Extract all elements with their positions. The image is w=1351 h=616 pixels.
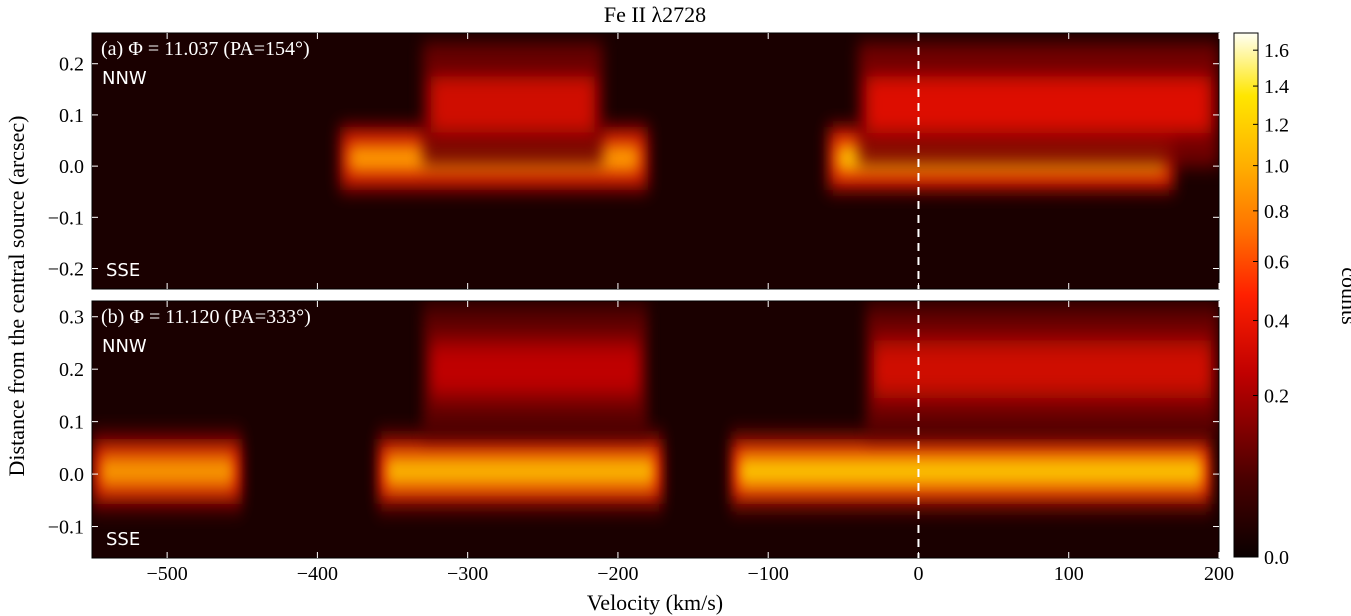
x-tick-label: −300 [447, 563, 488, 585]
y-tick-label: −0.1 [48, 517, 84, 539]
panel-b: −0.1 0.0 0.1 0.2 0.3 (b) Φ = 11.120 (PA=333°)… [48, 300, 1220, 559]
sse-label: SSE [106, 529, 140, 550]
colorbar-tick-label: 0.0 [1264, 547, 1289, 569]
chart-title: Fe II λ2728 [604, 2, 706, 27]
panel-frame [91, 32, 1220, 290]
x-tick-label: −400 [297, 563, 338, 585]
panel-a: −0.2 −0.1 0.0 0.1 0.2 (a) Φ = 11.037 (PA=154°… [48, 32, 1220, 290]
colorbar-tick-label: 1.2 [1264, 114, 1289, 136]
panel-label: (a) Φ = 11.037 (PA=154°) [101, 38, 310, 60]
y-tick-label: 0.2 [59, 54, 84, 76]
x-tick-label: 0 [913, 563, 923, 585]
colorbar-tick-label: 1.6 [1264, 40, 1289, 62]
y-tick-label: 0.3 [59, 307, 84, 329]
y-tick-label: 0.0 [59, 156, 84, 178]
colorbar-tick-label: 0.8 [1264, 201, 1289, 223]
emission-band [738, 456, 1204, 487]
panel-label: (b) Φ = 11.120 (PA=333°) [101, 306, 311, 328]
x-tick-label: −100 [748, 563, 789, 585]
emission-layer [92, 305, 1219, 504]
x-tick-label: −200 [597, 563, 638, 585]
nnw-label: NNW [102, 68, 147, 89]
emission-band [430, 340, 640, 399]
x-tick-labels: −500 −400 −300 −200 −100 0 100 200 [146, 563, 1234, 585]
y-tick-label: 0.1 [59, 105, 84, 127]
y-tick-label: −0.2 [48, 259, 84, 281]
colorbar-tick-label: 0.2 [1264, 386, 1289, 408]
panel-frame [91, 300, 1220, 559]
x-axis-title: Velocity (km/s) [587, 590, 723, 615]
emission-band [430, 76, 595, 133]
colorbar-tick-label: 0.4 [1264, 311, 1289, 333]
x-tick-label: 200 [1204, 563, 1234, 585]
nnw-label: NNW [102, 336, 147, 357]
colorbar-label: counts [1337, 267, 1351, 324]
colorbar-tick-label: 1.4 [1264, 76, 1289, 98]
x-tick-label: 100 [1054, 563, 1084, 585]
y-tick-label: 0.2 [59, 359, 84, 381]
sse-label: SSE [106, 260, 140, 281]
y-axis-title: Distance from the central source (arcsec… [4, 116, 29, 477]
y-tick-label: 0.0 [59, 464, 84, 486]
colorbar-tick-label: 1.0 [1264, 156, 1289, 178]
emission-band [866, 76, 1211, 133]
x-tick-label: −500 [146, 563, 187, 585]
y-tick-label: −0.1 [48, 207, 84, 229]
colorbar-gradient [1233, 32, 1259, 558]
colorbar: 0.0 0.2 0.4 0.6 0.8 1.0 1.2 1.4 1.6 [1233, 32, 1289, 569]
colorbar-tick-label: 0.6 [1264, 251, 1289, 273]
y-tick-label: 0.1 [59, 412, 84, 434]
emission-band [873, 340, 1211, 399]
emission-band [385, 456, 656, 487]
emission-band [100, 456, 235, 487]
